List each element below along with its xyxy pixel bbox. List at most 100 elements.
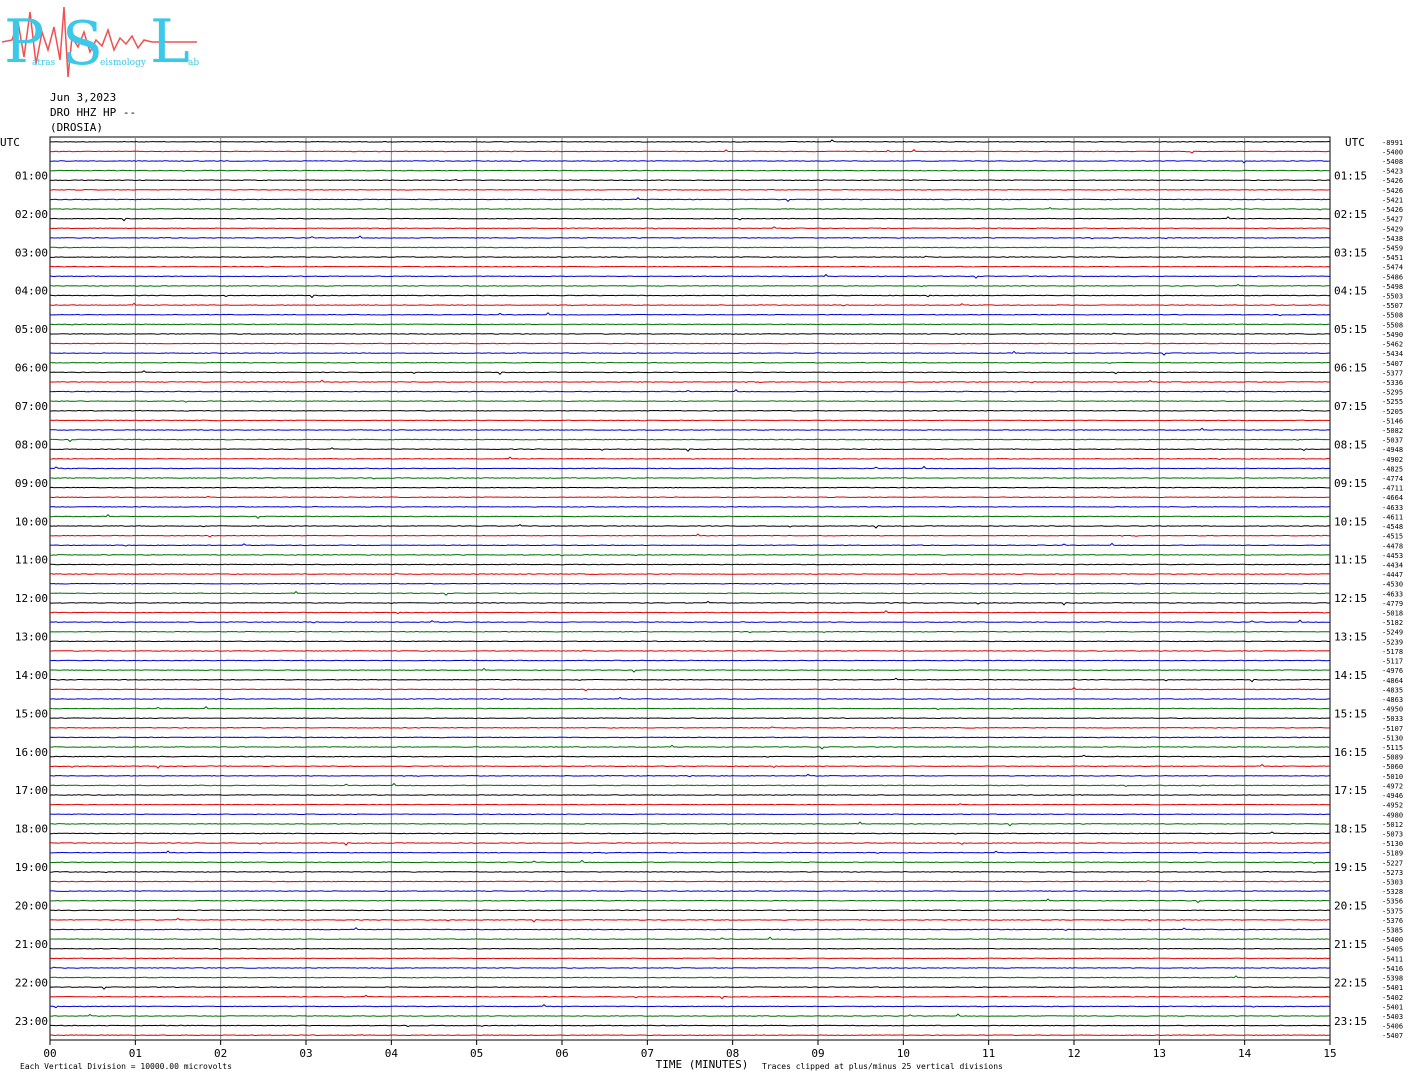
trace-offset-label: -5178: [1382, 648, 1403, 656]
seismic-trace: [49, 207, 1331, 211]
traces-group: [49, 139, 1331, 1037]
trace-offset-label: -5146: [1382, 417, 1403, 425]
x-tick-label: 11: [982, 1047, 995, 1060]
hour-label-right: 18:15: [1334, 823, 1367, 836]
hour-label-left: 01:00: [15, 169, 48, 182]
seismic-trace: [50, 139, 1331, 143]
seismic-trace: [49, 975, 1331, 979]
footer-note-right: Traces clipped at plus/minus 25 vertical…: [762, 1062, 1003, 1071]
seismic-trace: [49, 1004, 1331, 1009]
seismic-trace: [49, 1013, 1331, 1017]
seismic-trace: [49, 554, 1331, 557]
footer-note-left: Each Vertical Division = 10000.00 microv…: [20, 1062, 232, 1071]
trace-offset-label: -5010: [1382, 773, 1403, 781]
trace-offset-label: -5438: [1382, 235, 1403, 243]
hour-label-right: 04:15: [1334, 285, 1367, 298]
trace-offset-label: -5408: [1382, 158, 1403, 166]
seismic-trace: [49, 936, 1331, 940]
seismic-trace: [49, 763, 1331, 769]
hour-label-right: 06:15: [1334, 362, 1367, 375]
trace-offset-label: -4664: [1382, 494, 1403, 502]
seismic-trace: [49, 667, 1331, 673]
hour-label-left: 11:00: [15, 554, 48, 567]
seismic-trace: [49, 477, 1331, 480]
trace-offset-label: -4864: [1382, 677, 1403, 685]
hour-label-right: 17:15: [1334, 784, 1367, 797]
hour-label-left: 18:00: [15, 823, 48, 836]
hour-label-left: 21:00: [15, 938, 48, 951]
station-label: (DROSIA): [50, 121, 103, 134]
seismic-trace: [49, 600, 1331, 606]
trace-offset-label: -4779: [1382, 600, 1403, 608]
seismic-trace: [49, 486, 1330, 489]
hour-label-left: 22:00: [15, 976, 48, 989]
seismic-trace: [49, 533, 1331, 538]
x-axis-label: TIME (MINUTES): [656, 1058, 749, 1071]
trace-offset-label: -5273: [1382, 869, 1403, 877]
x-tick-label: 05: [470, 1047, 483, 1060]
seismic-trace: [49, 438, 1330, 443]
trace-offset-label: -5255: [1382, 398, 1403, 406]
trace-offset-label: -5189: [1382, 850, 1403, 858]
hour-label-left: 07:00: [15, 400, 48, 413]
trace-offset-label: -5426: [1382, 177, 1403, 185]
trace-offset-label: -5507: [1382, 302, 1403, 310]
trace-offset-label: -5508: [1382, 321, 1403, 329]
trace-offset-label: -5503: [1382, 293, 1403, 301]
seismic-trace: [49, 350, 1331, 356]
seismic-trace: [49, 927, 1331, 931]
trace-offset-label: -4548: [1382, 523, 1403, 531]
hour-label-right: 11:15: [1334, 554, 1367, 567]
seismic-trace: [49, 379, 1331, 384]
seismic-trace: [49, 197, 1331, 202]
trace-offset-label: -5295: [1382, 389, 1403, 397]
seismic-trace: [49, 149, 1331, 154]
seismic-trace: [49, 630, 1331, 634]
trace-offset-label: -5073: [1382, 831, 1403, 839]
hour-label-left: 05:00: [15, 323, 48, 336]
trace-offset-label: -5089: [1382, 754, 1403, 762]
seismic-trace: [49, 898, 1331, 904]
trace-offset-label: -5082: [1382, 427, 1403, 435]
trace-offset-label: -5182: [1382, 619, 1403, 627]
hour-label-left: 15:00: [15, 707, 48, 720]
trace-offset-label: -5423: [1382, 168, 1403, 176]
trace-offset-label: -5130: [1382, 840, 1403, 848]
hour-label-right: 22:15: [1334, 976, 1367, 989]
hour-label-left: 20:00: [15, 900, 48, 913]
seismic-trace: [49, 736, 1331, 739]
trace-offset-label: -5205: [1382, 408, 1403, 416]
trace-offset-label: -5376: [1382, 917, 1403, 925]
trace-offset-label: -5407: [1382, 1032, 1403, 1040]
trace-offset-label: -5407: [1382, 360, 1403, 368]
x-tick-label: 00: [43, 1047, 56, 1060]
seismic-trace: [49, 342, 1331, 345]
hour-label-left: 14:00: [15, 669, 48, 682]
trace-offset-label: -5486: [1382, 273, 1403, 281]
plot-frame: [49, 136, 1331, 1041]
seismic-trace: [50, 409, 1331, 412]
seismic-trace: [49, 880, 1331, 883]
seismic-trace: [49, 870, 1330, 874]
trace-offset-label: -5405: [1382, 946, 1403, 954]
seismic-trace: [49, 226, 1331, 230]
seismic-trace: [49, 389, 1331, 393]
seismic-trace: [49, 640, 1330, 643]
hour-label-right: 03:15: [1334, 246, 1367, 259]
seismic-trace: [49, 726, 1331, 729]
x-tick-label: 09: [811, 1047, 824, 1060]
trace-offset-label: -5462: [1382, 341, 1403, 349]
logo-word-eismology: eismology: [100, 58, 146, 68]
trace-offset-label: -5012: [1382, 821, 1403, 829]
logo-seismogram-icon: [2, 6, 197, 78]
trace-offset-label: -5117: [1382, 658, 1403, 666]
trace-offset-label: -5421: [1382, 196, 1403, 204]
left-axis-label: UTC: [0, 136, 20, 149]
seismic-trace: [49, 572, 1331, 575]
trace-offset-label: -4950: [1382, 706, 1403, 714]
trace-offset-label: -5451: [1382, 254, 1403, 262]
hour-label-right: 19:15: [1334, 861, 1367, 874]
hour-label-left: 03:00: [15, 246, 48, 259]
hour-label-right: 23:15: [1334, 1015, 1367, 1028]
seismic-trace: [49, 419, 1331, 422]
